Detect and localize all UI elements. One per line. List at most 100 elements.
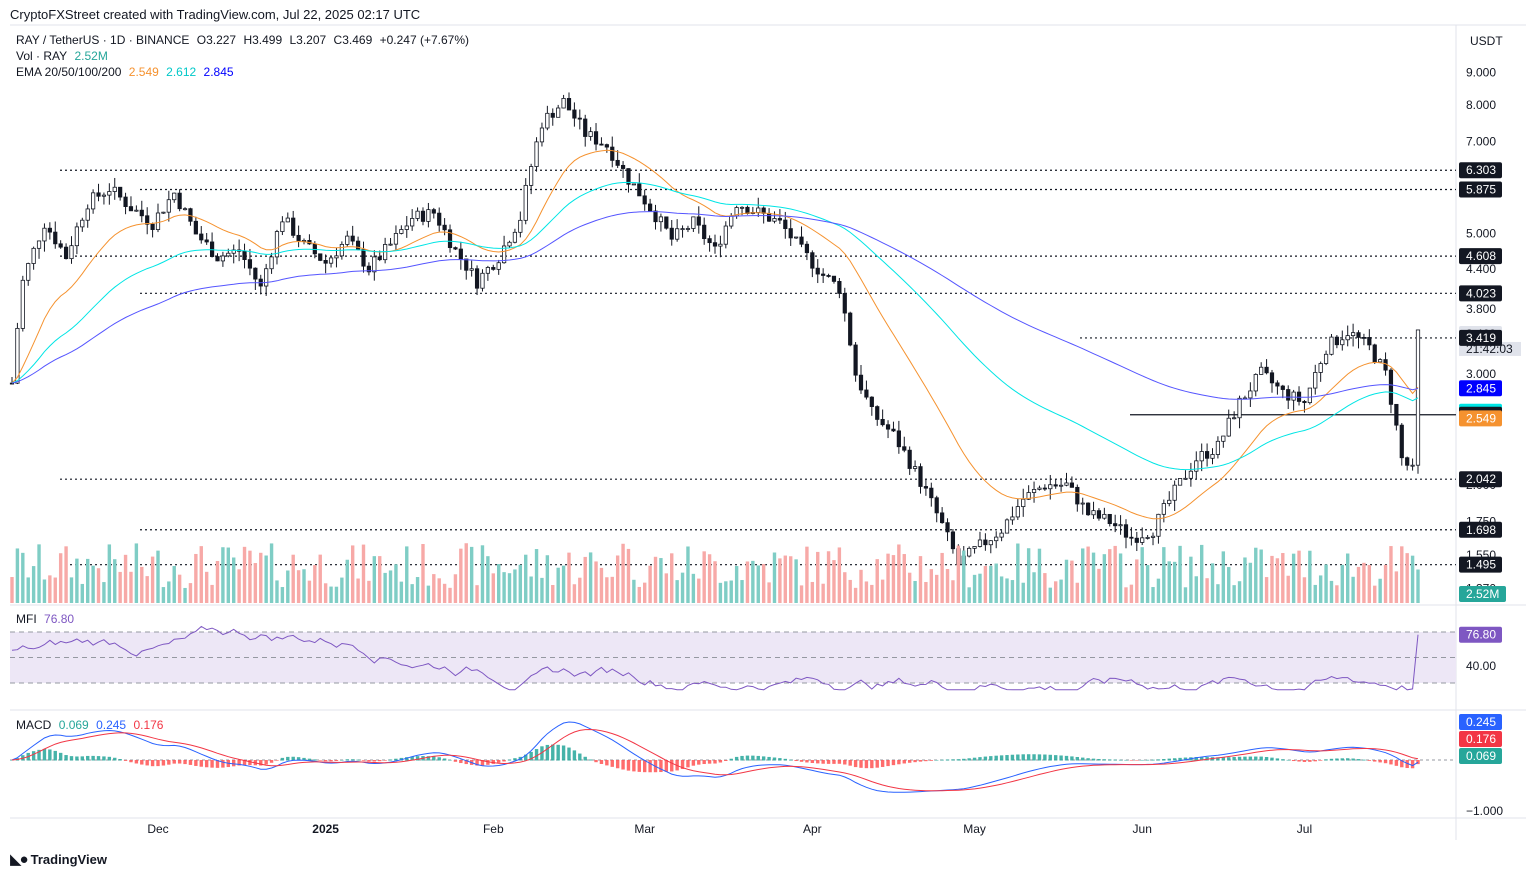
candle-body bbox=[1205, 451, 1210, 459]
volume-bar bbox=[1199, 544, 1204, 603]
candle-body bbox=[328, 257, 334, 264]
ema100-line bbox=[11, 211, 1419, 400]
macd-label[interactable]: MACD bbox=[16, 718, 52, 732]
volume-bar bbox=[291, 554, 295, 603]
candle-body bbox=[702, 224, 707, 240]
macd-histogram-bar bbox=[383, 760, 387, 761]
macd-histogram-bar bbox=[534, 749, 539, 761]
macd-histogram-bar bbox=[475, 760, 479, 766]
candle-body bbox=[691, 216, 696, 229]
candle-body bbox=[794, 236, 799, 239]
volume-bar bbox=[848, 579, 852, 603]
volume-bar bbox=[686, 546, 690, 603]
macd-histogram-bar bbox=[1243, 756, 1247, 761]
volume-bar bbox=[237, 569, 241, 603]
macd-histogram-bar bbox=[1410, 760, 1415, 769]
volume-bar bbox=[1216, 584, 1220, 603]
macd-histogram-bar bbox=[1248, 756, 1253, 761]
volume-bar bbox=[432, 574, 436, 603]
macd-histogram-bar bbox=[588, 759, 593, 761]
macd-histogram-bar bbox=[907, 760, 912, 763]
volume-bar bbox=[1075, 582, 1080, 603]
candle-body bbox=[1150, 535, 1156, 538]
candle-body bbox=[1167, 499, 1172, 504]
candle-body bbox=[1286, 389, 1291, 401]
volume-bar bbox=[556, 567, 560, 603]
price-tag-bg bbox=[1459, 285, 1502, 302]
candle-body bbox=[1145, 537, 1150, 539]
candle-body bbox=[1334, 336, 1339, 346]
tradingview-logo[interactable]: ◣● TradingView bbox=[10, 850, 107, 868]
volume-bar bbox=[42, 579, 47, 603]
volume-bar bbox=[724, 581, 728, 603]
macd-histogram-bar bbox=[648, 760, 652, 773]
volume-bar bbox=[518, 564, 523, 603]
candle-body bbox=[1199, 451, 1204, 462]
candle-body bbox=[1069, 482, 1075, 488]
volume-bar bbox=[10, 577, 14, 603]
macd-histogram-bar bbox=[1254, 756, 1258, 761]
candle-body bbox=[112, 186, 117, 192]
volume-bar bbox=[1291, 553, 1296, 603]
volume-bar bbox=[1178, 545, 1182, 603]
macd-histogram-bar bbox=[745, 755, 750, 761]
macd-histogram-bar bbox=[1270, 757, 1274, 761]
macd-histogram-bar bbox=[410, 756, 414, 761]
volume-bar bbox=[194, 553, 198, 603]
macd-tag-bg bbox=[1459, 731, 1502, 747]
volume-bar bbox=[1389, 546, 1393, 603]
macd-histogram-bar bbox=[361, 760, 366, 761]
macd-histogram-bar bbox=[983, 756, 988, 761]
candle-body bbox=[583, 118, 588, 137]
candle-body bbox=[1329, 336, 1334, 355]
symbol-name[interactable]: RAY / TetherUS · 1D · BINANCE bbox=[16, 33, 190, 47]
candle-body bbox=[929, 487, 934, 499]
macd-histogram-bar bbox=[48, 749, 52, 761]
volume-bar bbox=[1102, 554, 1107, 603]
macd-histogram-bar bbox=[843, 760, 847, 765]
volume-bar bbox=[415, 577, 420, 603]
candle-body bbox=[458, 248, 463, 260]
mfi-label[interactable]: MFI bbox=[16, 612, 37, 626]
candle-body bbox=[63, 246, 69, 260]
macd-histogram-bar bbox=[356, 759, 360, 761]
price-tag-bg bbox=[1459, 248, 1502, 265]
volume-label[interactable]: Vol · RAY bbox=[16, 49, 68, 63]
candle-body bbox=[150, 223, 155, 230]
candle-body bbox=[280, 221, 285, 232]
volume-bar bbox=[1189, 556, 1193, 603]
candle-body bbox=[485, 267, 490, 274]
volume-bar bbox=[367, 580, 371, 603]
macd-histogram-bar bbox=[215, 760, 220, 768]
volume-bar bbox=[177, 574, 182, 603]
volume-bar bbox=[1356, 566, 1361, 603]
volume-bar bbox=[1367, 564, 1372, 603]
candle-body bbox=[912, 466, 918, 469]
candle-body bbox=[36, 240, 42, 249]
volume-bar bbox=[1053, 581, 1058, 603]
candle-body bbox=[799, 236, 804, 245]
volume-bar bbox=[816, 551, 820, 603]
candle-body bbox=[91, 192, 96, 210]
ema-label[interactable]: EMA 20/50/100/200 bbox=[16, 65, 122, 79]
volume-bar bbox=[983, 566, 988, 603]
volume-bar bbox=[1405, 553, 1409, 603]
macd-histogram-bar bbox=[870, 760, 874, 769]
candle-body bbox=[172, 192, 177, 201]
volume-bar bbox=[1124, 587, 1128, 603]
volume-bar bbox=[150, 556, 155, 603]
volume-bar bbox=[843, 572, 847, 603]
macd-histogram-bar bbox=[1064, 755, 1069, 761]
price-tag-label: 3.419 bbox=[1466, 331, 1496, 345]
macd-histogram-bar bbox=[464, 760, 468, 765]
macd-histogram-bar bbox=[1043, 754, 1047, 761]
candle-body bbox=[842, 292, 847, 314]
candle-body bbox=[556, 107, 561, 118]
macd-histogram-bar bbox=[724, 760, 728, 761]
macd-histogram-bar bbox=[280, 757, 285, 761]
macd-histogram-bar bbox=[832, 760, 836, 764]
candle-body bbox=[1253, 374, 1258, 392]
candle-body bbox=[123, 196, 128, 207]
volume-bar bbox=[156, 550, 160, 603]
